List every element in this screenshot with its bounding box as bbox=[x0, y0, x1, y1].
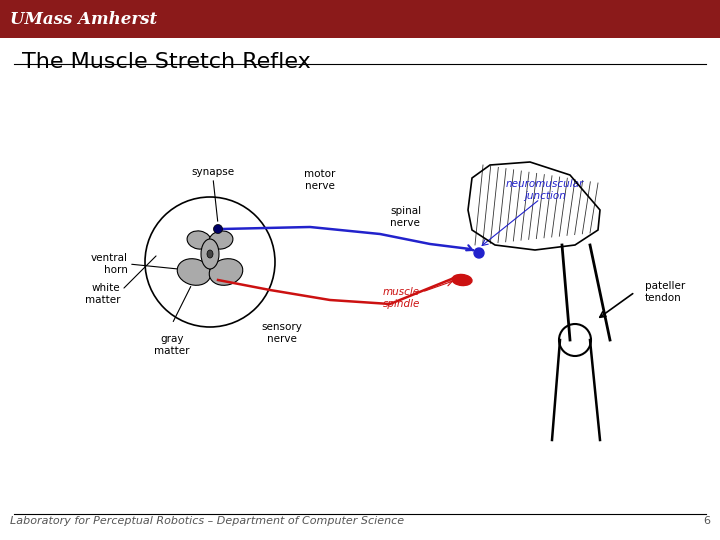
Bar bbox=[0, 0, 720, 38]
Text: white
matter: white matter bbox=[84, 283, 120, 305]
Ellipse shape bbox=[210, 259, 243, 285]
Text: Laboratory for Perceptual Robotics – Department of Computer Science: Laboratory for Perceptual Robotics – Dep… bbox=[10, 516, 404, 526]
Text: synapse: synapse bbox=[192, 167, 235, 177]
Text: neuromuscular
junction: neuromuscular junction bbox=[506, 179, 584, 201]
Text: 6: 6 bbox=[703, 516, 710, 526]
Text: UMass Amherst: UMass Amherst bbox=[10, 10, 157, 28]
Circle shape bbox=[145, 197, 275, 327]
Ellipse shape bbox=[207, 250, 213, 258]
Text: ventral
horn: ventral horn bbox=[91, 253, 128, 275]
Text: spinal
nerve: spinal nerve bbox=[390, 206, 421, 228]
Text: motor
nerve: motor nerve bbox=[305, 170, 336, 191]
Text: sensory
nerve: sensory nerve bbox=[261, 322, 302, 343]
Ellipse shape bbox=[201, 239, 219, 269]
Ellipse shape bbox=[452, 274, 472, 286]
Ellipse shape bbox=[187, 231, 211, 249]
Circle shape bbox=[214, 225, 222, 233]
Ellipse shape bbox=[177, 259, 211, 285]
Text: The Muscle Stretch Reflex: The Muscle Stretch Reflex bbox=[22, 52, 311, 72]
Text: gray
matter: gray matter bbox=[154, 334, 190, 356]
Text: muscle
spindle: muscle spindle bbox=[382, 287, 420, 309]
Circle shape bbox=[474, 248, 484, 258]
Text: pateller
tendon: pateller tendon bbox=[645, 281, 685, 303]
Ellipse shape bbox=[209, 231, 233, 249]
